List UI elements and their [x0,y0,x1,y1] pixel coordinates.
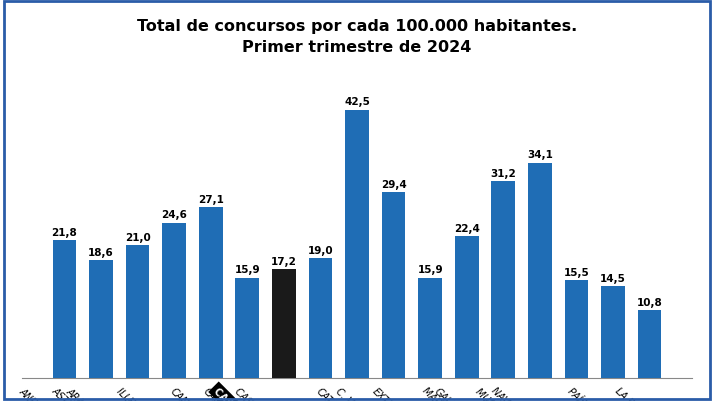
Bar [455,237,478,378]
Bar [198,207,223,378]
Bar [638,310,661,378]
Text: CANTABRIA: CANTABRIA [201,385,247,401]
Text: MADRID, COMUNIDAD: MADRID, COMUNIDAD [420,385,503,401]
Text: C. VALENCIANA: C. VALENCIANA [334,385,393,401]
Text: 21,0: 21,0 [125,233,151,243]
Text: ASTURIAS, PRINCIPADO: ASTURIAS, PRINCIPADO [50,385,138,401]
Text: ANDALUCÍA: ANDALUCÍA [17,385,64,401]
Text: 34,1: 34,1 [527,150,553,160]
Text: LA RIOJA: LA RIOJA [613,385,650,401]
Bar [565,280,588,378]
Text: 15,9: 15,9 [417,265,443,275]
Bar [89,261,113,378]
Bar [601,287,625,378]
Bar [162,223,186,378]
Text: 21,8: 21,8 [51,227,77,237]
Text: 19,0: 19,0 [308,245,333,255]
Text: NAVARRA, COM. FORAL: NAVARRA, COM. FORAL [489,385,576,401]
Text: 15,5: 15,5 [563,267,589,277]
Bar [272,269,296,378]
Text: 18,6: 18,6 [88,248,114,258]
Bar [528,163,552,378]
Text: 42,5: 42,5 [344,97,370,107]
Text: MURCIA, REGIÓN: MURCIA, REGIÓN [473,385,540,401]
Bar [308,258,332,378]
Text: 15,9: 15,9 [234,265,260,275]
Text: EXTREMADURA: EXTREMADURA [371,385,430,401]
Bar [382,193,406,378]
Bar [418,278,442,378]
Text: CATALUÑA: CATALUÑA [314,385,357,401]
Text: ILLES BALEARS: ILLES BALEARS [115,385,174,401]
Text: PAÍS VASCO: PAÍS VASCO [565,385,613,401]
Bar [345,110,369,378]
Text: 31,2: 31,2 [491,168,516,178]
Bar [126,246,149,378]
Bar [53,241,76,378]
Text: 27,1: 27,1 [198,194,223,204]
Text: CASTILLA - LEÓN: CASTILLA - LEÓN [211,385,284,401]
Text: 22,4: 22,4 [454,224,480,234]
Bar [236,278,259,378]
Text: 10,8: 10,8 [637,297,663,307]
Text: 24,6: 24,6 [161,210,187,220]
Text: 17,2: 17,2 [271,257,297,267]
Text: ARAGÓN: ARAGÓN [64,385,101,401]
Title: Total de concursos por cada 100.000 habitantes.
Primer trimestre de 2024: Total de concursos por cada 100.000 habi… [137,19,577,55]
Text: CANARIAS: CANARIAS [169,385,211,401]
Text: GALICIA: GALICIA [432,385,467,401]
Text: 29,4: 29,4 [381,180,406,190]
Text: CASTILLA - LA MANCHA: CASTILLA - LA MANCHA [233,385,321,401]
Text: 14,5: 14,5 [600,273,626,284]
Bar [491,181,516,378]
